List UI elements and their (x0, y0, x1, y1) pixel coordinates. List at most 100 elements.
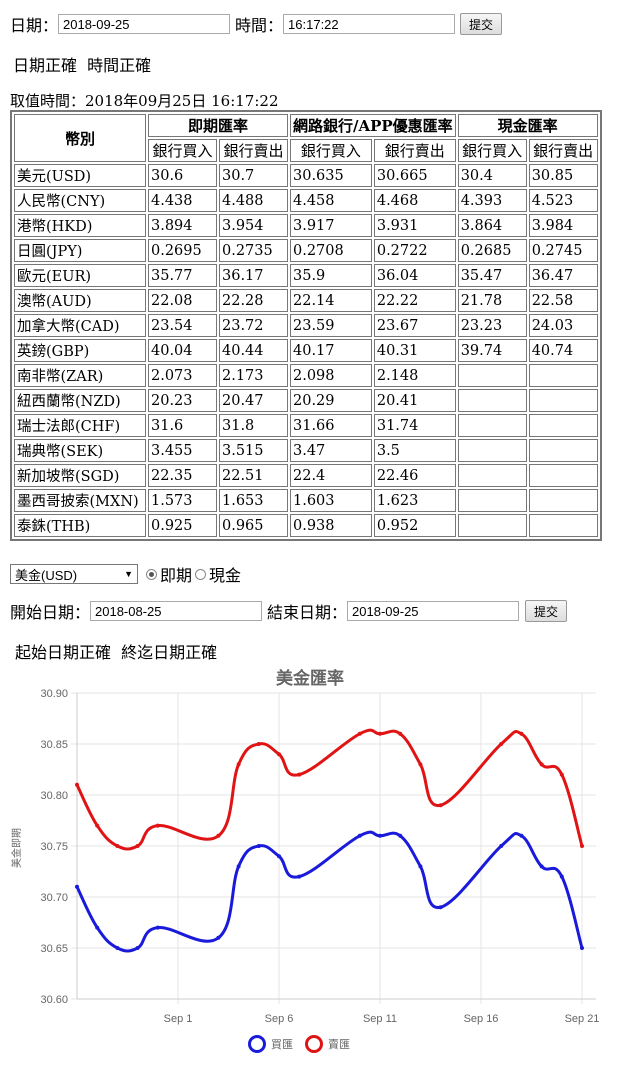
table-row: 瑞典幣(SEK) 3.455 3.515 3.47 3.5 (14, 439, 598, 462)
table-row: 墨西哥披索(MXN) 1.573 1.653 1.603 1.623 (14, 489, 598, 512)
rate-cell: 20.47 (219, 389, 288, 412)
table-row: 紐西蘭幣(NZD) 20.23 20.47 20.29 20.41 (14, 389, 598, 412)
rate-cell: 4.523 (528, 189, 598, 212)
data-point (75, 884, 79, 889)
currency-select[interactable]: 美金(USD) ▼ (10, 564, 138, 584)
data-point (539, 864, 544, 869)
radio-spot[interactable] (146, 568, 157, 580)
currency-name: 人民幣(CNY) (14, 189, 146, 212)
data-point (216, 833, 221, 838)
rate-cell: 22.51 (219, 464, 288, 487)
currency-name: 美元(USD) (14, 164, 146, 187)
start-date-input[interactable]: 2018-08-25 (90, 601, 263, 621)
rate-cell: 3.931 (373, 214, 456, 237)
table-row: 加拿大幣(CAD) 23.54 23.72 23.59 23.67 23.23 24.03 (14, 314, 598, 337)
chart-grid (71, 692, 596, 1004)
history-submit-button[interactable]: 提交 (525, 600, 568, 622)
data-point (95, 925, 100, 930)
rate-cell: 22.4 (290, 464, 372, 487)
radio-cash[interactable] (195, 568, 207, 580)
series-line (75, 728, 584, 851)
rate-cell: 30.665 (373, 164, 456, 187)
query-submit-button[interactable]: 提交 (460, 13, 503, 35)
legend-swatch (248, 1035, 266, 1053)
rate-cell: 36.04 (373, 264, 456, 287)
legend-label: 買匯 (271, 1038, 293, 1051)
rate-cell: 2.073 (148, 364, 217, 387)
data-point (155, 925, 160, 930)
chart-legend[interactable]: 買匯 賣匯 (248, 1035, 351, 1053)
rate-cell (457, 489, 527, 512)
legend-swatch (305, 1035, 323, 1053)
data-point (398, 833, 403, 838)
rate-cell: 1.603 (290, 489, 372, 512)
history-status: 起始日期正確 終迄日期正確 (15, 643, 218, 662)
currency-name: 日圓(JPY) (14, 239, 146, 262)
currency-name: 紐西蘭幣(NZD) (14, 389, 146, 412)
legend-item[interactable]: 賣匯 (305, 1035, 351, 1053)
data-point (418, 762, 423, 767)
rate-cell: 0.925 (148, 514, 217, 537)
rate-cell: 22.35 (148, 464, 217, 487)
currency-name: 港幣(HKD) (14, 214, 146, 237)
date-range-row: 開始日期： 2018-08-25 結束日期： 2018-09-25 提交 (10, 599, 568, 623)
currency-name: 加拿大幣(CAD) (14, 314, 146, 337)
x-tick-label: Sep 21 (565, 1013, 600, 1025)
x-tick-label: Sep 1 (164, 1013, 193, 1025)
rate-cell: 22.22 (373, 289, 456, 312)
rate-cell: 0.938 (290, 514, 372, 537)
rate-cell (528, 514, 598, 537)
rate-cell: 31.8 (219, 414, 288, 437)
rate-cell: 36.17 (219, 264, 288, 287)
data-point (115, 946, 120, 950)
data-point (236, 762, 241, 767)
data-point (115, 844, 120, 848)
subheader-spot-sell: 銀行賣出 (219, 139, 288, 162)
table-row: 澳幣(AUD) 22.08 22.28 22.14 22.22 21.78 22.58 (14, 289, 598, 312)
radio-cash-label: 現金 (209, 566, 242, 585)
data-point (297, 874, 302, 879)
rate-cell: 23.54 (148, 314, 217, 337)
rate-cell: 1.573 (148, 489, 217, 512)
rate-cell: 2.148 (373, 364, 456, 387)
rate-cell: 40.74 (528, 339, 598, 362)
time-input[interactable]: 16:17:22 (283, 14, 456, 34)
end-date-label: 結束日期： (267, 603, 348, 622)
currency-name: 澳幣(AUD) (14, 289, 146, 312)
rate-cell (528, 439, 598, 462)
currency-name: 泰銖(THB) (14, 514, 146, 537)
rate-cell: 0.2708 (290, 239, 372, 262)
history-controls: 美金(USD) ▼ 即期 現金 (10, 562, 241, 586)
rate-cell: 3.984 (528, 214, 598, 237)
data-point (438, 803, 443, 808)
rate-cell (457, 464, 527, 487)
rate-cell: 22.58 (528, 289, 598, 312)
rate-cell: 35.47 (457, 264, 527, 287)
rate-cell: 24.03 (528, 314, 598, 337)
legend-item[interactable]: 買匯 (248, 1035, 294, 1053)
data-point (216, 935, 221, 940)
rate-cell (528, 489, 598, 512)
rate-cell: 0.2685 (457, 239, 527, 262)
rate-cell: 39.74 (457, 339, 527, 362)
table-row: 人民幣(CNY) 4.438 4.488 4.458 4.468 4.393 4.523 (14, 189, 598, 212)
rate-cell: 1.653 (219, 489, 288, 512)
data-point (135, 946, 140, 950)
rate-cell: 30.7 (219, 164, 288, 187)
group-header-cash: 現金匯率 (457, 114, 598, 137)
table-row: 日圓(JPY) 0.2695 0.2735 0.2708 0.2722 0.2685 0.2… (14, 239, 598, 262)
rate-cell: 31.6 (148, 414, 217, 437)
end-date-input[interactable]: 2018-09-25 (347, 601, 520, 621)
rate-cell: 36.47 (528, 264, 598, 287)
rate-cell: 22.14 (290, 289, 372, 312)
data-point (398, 731, 403, 736)
date-input[interactable]: 2018-09-25 (58, 14, 231, 34)
data-point (580, 946, 584, 950)
y-axis-ticks: 30.60 30.65 30.70 30.75 30.80 30.85 30.90 (40, 688, 68, 1006)
data-point (95, 823, 100, 828)
x-axis-ticks: Sep 1 Sep 6 Sep 11 Sep 16 Sep 21 (164, 1013, 600, 1025)
table-row: 新加坡幣(SGD) 22.35 22.51 22.4 22.46 (14, 464, 598, 487)
data-point (580, 844, 584, 848)
data-point (378, 833, 382, 838)
rate-cell: 40.04 (148, 339, 217, 362)
